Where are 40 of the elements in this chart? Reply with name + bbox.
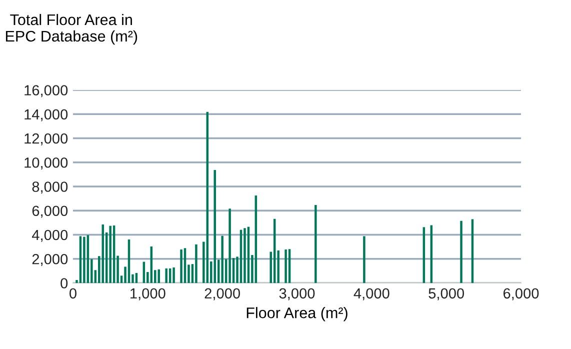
y-tick-label: 10,000 bbox=[24, 157, 68, 170]
bar bbox=[460, 220, 462, 283]
bar bbox=[195, 244, 198, 283]
x-tick-label: 6,000 bbox=[503, 288, 539, 300]
bar bbox=[158, 269, 160, 283]
y-axis-title: Total Floor Area in EPC Database (m²) bbox=[6, 14, 138, 45]
bar bbox=[228, 208, 231, 283]
bar bbox=[79, 236, 82, 283]
y-tick-label: 14,000 bbox=[24, 109, 68, 122]
x-tick-label: 4,000 bbox=[354, 288, 390, 300]
bar bbox=[86, 235, 90, 283]
y-tick-label: 2,000 bbox=[32, 254, 68, 266]
bar bbox=[214, 170, 216, 283]
bar bbox=[221, 236, 224, 283]
bar bbox=[422, 227, 426, 283]
bar bbox=[83, 236, 86, 283]
bar bbox=[363, 236, 366, 283]
bar bbox=[172, 267, 175, 283]
x-tick-label: 2,000 bbox=[204, 288, 240, 300]
x-tick-label: 1,000 bbox=[130, 288, 166, 300]
y-tick-label: 0 bbox=[60, 278, 68, 288]
x-tick-label: 3,000 bbox=[279, 288, 315, 300]
x-axis-title: Floor Area (m²) bbox=[246, 307, 348, 322]
y-tick-label: 4,000 bbox=[32, 230, 68, 242]
bar bbox=[102, 224, 104, 283]
bar bbox=[430, 225, 433, 283]
bar bbox=[180, 249, 182, 283]
y-tick-label: 12,000 bbox=[24, 133, 68, 146]
bar bbox=[109, 226, 112, 283]
bar bbox=[184, 248, 186, 283]
x-tick-label: 5,000 bbox=[428, 288, 464, 300]
bar bbox=[244, 228, 246, 283]
y-tick-label: 8,000 bbox=[32, 182, 68, 194]
x-tick-label: 0 bbox=[70, 288, 76, 299]
bar bbox=[471, 219, 474, 283]
y-tick-label: 16,000 bbox=[24, 85, 68, 98]
bar bbox=[284, 249, 287, 283]
bar bbox=[314, 204, 317, 283]
y-tick-label: 6,000 bbox=[32, 206, 68, 218]
bar bbox=[165, 268, 168, 283]
